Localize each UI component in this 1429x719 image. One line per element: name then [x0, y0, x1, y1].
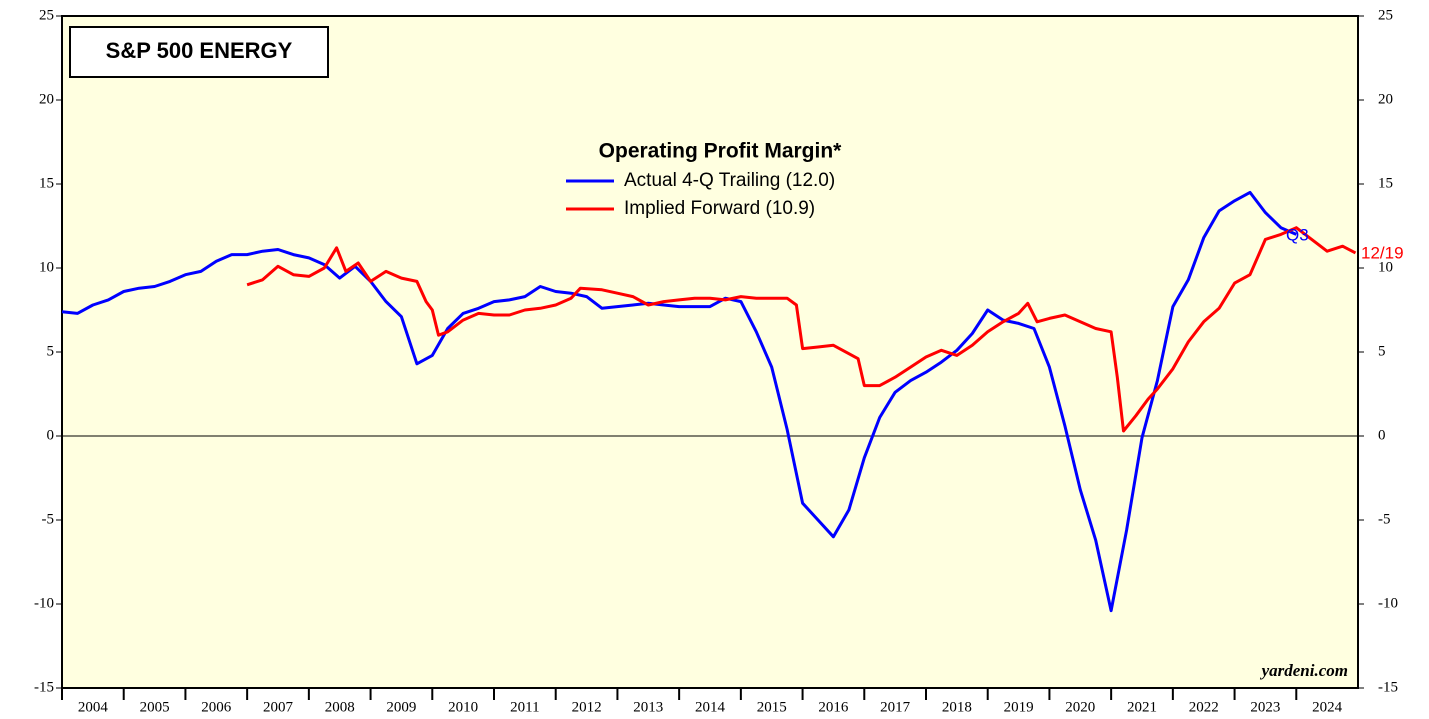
- x-tick-label: 2019: [1004, 699, 1034, 715]
- x-tick-label: 2011: [510, 699, 539, 715]
- x-tick-label: 2015: [757, 699, 787, 715]
- y2-tick-label: -5: [1378, 511, 1391, 527]
- y2-tick-label: -10: [1378, 595, 1398, 611]
- x-tick-label: 2017: [880, 699, 911, 715]
- y-tick-label: 20: [39, 91, 54, 107]
- annotation: Q3: [1286, 225, 1309, 244]
- y-tick-label: 15: [39, 175, 54, 191]
- y2-tick-label: 5: [1378, 343, 1386, 359]
- x-tick-label: 2023: [1250, 699, 1280, 715]
- y2-tick-label: -15: [1378, 679, 1398, 695]
- x-tick-label: 2006: [201, 699, 232, 715]
- series-line: [61, 190, 1297, 613]
- annotation: 12/19: [1361, 243, 1404, 262]
- chart-title: S&P 500 ENERGY: [106, 38, 293, 63]
- legend-label: Actual 4-Q Trailing (12.0): [624, 170, 835, 191]
- x-tick-label: 2016: [818, 699, 849, 715]
- x-tick-label: 2009: [386, 699, 416, 715]
- y-tick-label: -10: [34, 595, 54, 611]
- y2-tick-label: 10: [1378, 259, 1393, 275]
- watermark: yardeni.com: [1260, 661, 1348, 680]
- x-tick-label: 2022: [1189, 699, 1219, 715]
- x-tick-label: 2005: [140, 699, 170, 715]
- title-box: [69, 26, 329, 78]
- x-tick-label: 2021: [1127, 699, 1157, 715]
- y-tick-label: -5: [42, 511, 55, 527]
- x-tick-label: 2024: [1312, 699, 1343, 715]
- x-tick-label: 2020: [1065, 699, 1095, 715]
- y2-tick-label: 25: [1378, 7, 1393, 23]
- x-tick-label: 2010: [448, 699, 478, 715]
- x-tick-label: 2018: [942, 699, 972, 715]
- y-tick-label: -15: [34, 679, 54, 695]
- plot-area: [61, 15, 1359, 689]
- x-tick-label: 2014: [695, 699, 726, 715]
- x-tick-label: 2013: [633, 699, 663, 715]
- y-tick-label: 10: [39, 259, 54, 275]
- x-tick-label: 2004: [78, 699, 109, 715]
- y-tick-label: 0: [47, 427, 55, 443]
- y-tick-label: 5: [47, 343, 55, 359]
- series-line: [246, 226, 1357, 433]
- y2-tick-label: 15: [1378, 175, 1393, 191]
- legend-title: Operating Profit Margin*: [599, 140, 843, 163]
- x-tick-label: 2008: [325, 699, 355, 715]
- y2-tick-label: 0: [1378, 427, 1386, 443]
- y2-tick-label: 20: [1378, 91, 1393, 107]
- y-tick-label: 25: [39, 7, 54, 23]
- x-tick-label: 2007: [263, 699, 294, 715]
- x-tick-label: 2012: [572, 699, 602, 715]
- legend-label: Implied Forward (10.9): [624, 198, 815, 219]
